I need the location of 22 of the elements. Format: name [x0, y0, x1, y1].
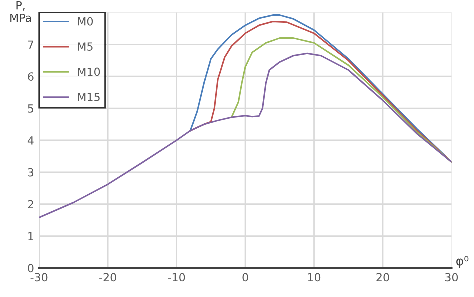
- x-tick-label: 20: [376, 273, 390, 282]
- y-tick-label: 6: [28, 72, 34, 82]
- y-tick-label: 2: [28, 200, 34, 209]
- y-tick-label: 4: [28, 136, 34, 145]
- y-tick-label: 1: [28, 232, 34, 240]
- line-series: [39, 52, 452, 219]
- x-tick-label: 30: [446, 273, 458, 282]
- x-tick-label: 10: [308, 273, 321, 282]
- x-axis-title: φ⁰: [456, 256, 469, 268]
- legend-label: M5: [78, 42, 93, 52]
- x-tick-label: -10: [168, 273, 186, 282]
- legend-label: M15: [78, 93, 100, 102]
- x-tick-label: 0: [242, 273, 248, 282]
- y-tick-label: 7: [28, 40, 34, 49]
- x-tick-label: -20: [100, 273, 116, 282]
- legend-label: M0: [78, 17, 94, 26]
- legend-label: M10: [78, 68, 100, 76]
- y-axis-title: P, MPa: [10, 2, 32, 22]
- y-tick-label: 3: [28, 168, 34, 177]
- y-tick-label: 5: [28, 104, 34, 113]
- x-tick-label: -30: [30, 273, 48, 282]
- y-tick-label: 0: [28, 264, 34, 273]
